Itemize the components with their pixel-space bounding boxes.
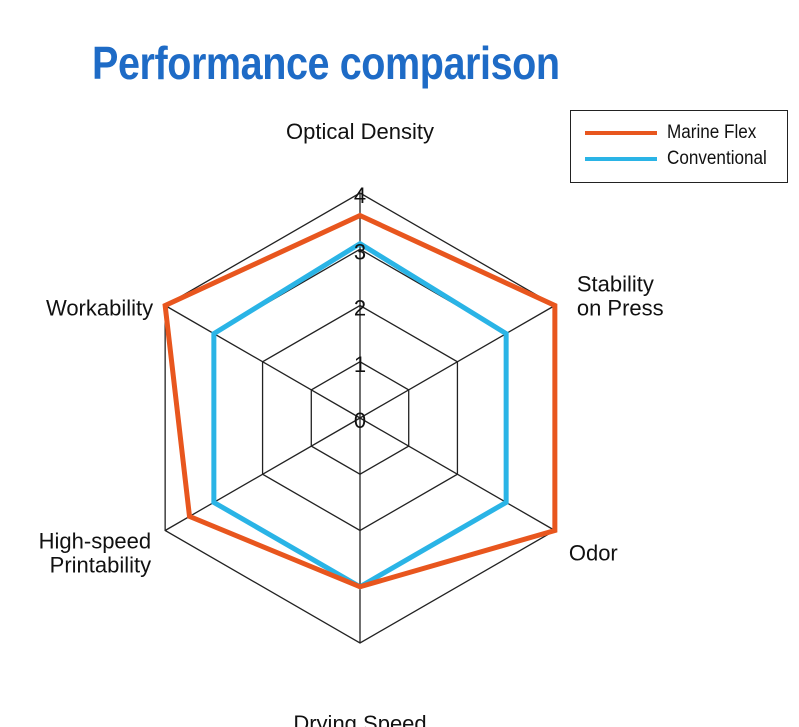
- spoke-5: [164, 304, 361, 419]
- spoke-4: [164, 417, 361, 532]
- axis-label-line: High-speed: [39, 529, 152, 554]
- radar-spokes: [164, 193, 556, 643]
- axis-label-optical-density: Optical Density: [286, 119, 434, 144]
- axis-label-high-speed-printability: High-speed Printability: [39, 529, 152, 578]
- chart-title: Performance comparison: [92, 37, 560, 89]
- legend-swatch-conventional: [585, 157, 657, 161]
- spoke-1: [359, 304, 556, 419]
- axis-label-line: Stability: [577, 272, 654, 297]
- legend-item-conventional: Conventional: [585, 148, 778, 169]
- axis-label-drying-speed: Drying Speed: [293, 711, 426, 727]
- legend-swatch-marine-flex: [585, 131, 657, 135]
- axis-label-odor: Odor: [569, 541, 618, 566]
- legend-label-marine-flex: Marine Flex: [667, 122, 757, 143]
- tick-label-3: 3: [354, 239, 366, 264]
- axis-label-workability: Workability: [46, 296, 153, 321]
- tick-label-2: 2: [354, 296, 366, 321]
- legend: Marine Flex Conventional: [570, 110, 788, 183]
- tick-label-4: 4: [354, 183, 366, 208]
- tick-label-0: 0: [354, 408, 366, 433]
- radar-tick-labels: 0 1 2 3 4: [354, 183, 366, 433]
- axis-label-line: Drying Speed: [293, 711, 426, 727]
- legend-item-marine-flex: Marine Flex: [585, 122, 766, 143]
- radar-axis-labels: Optical Density Stability on Press Odor Dryi…: [39, 119, 664, 727]
- axis-label-line: Optical Density: [286, 119, 434, 144]
- axis-label-line: Printability: [50, 553, 151, 578]
- axis-label-stability-on-press: Stability on Press: [577, 272, 664, 321]
- tick-label-1: 1: [354, 352, 366, 377]
- spoke-2: [359, 417, 556, 532]
- legend-label-conventional: Conventional: [667, 148, 767, 169]
- radar-series: [162, 212, 558, 590]
- series-marine-flex: [162, 212, 558, 590]
- axis-label-line: on Press: [577, 296, 664, 321]
- axis-label-line: Odor: [569, 541, 618, 566]
- axis-label-line: Workability: [46, 296, 153, 321]
